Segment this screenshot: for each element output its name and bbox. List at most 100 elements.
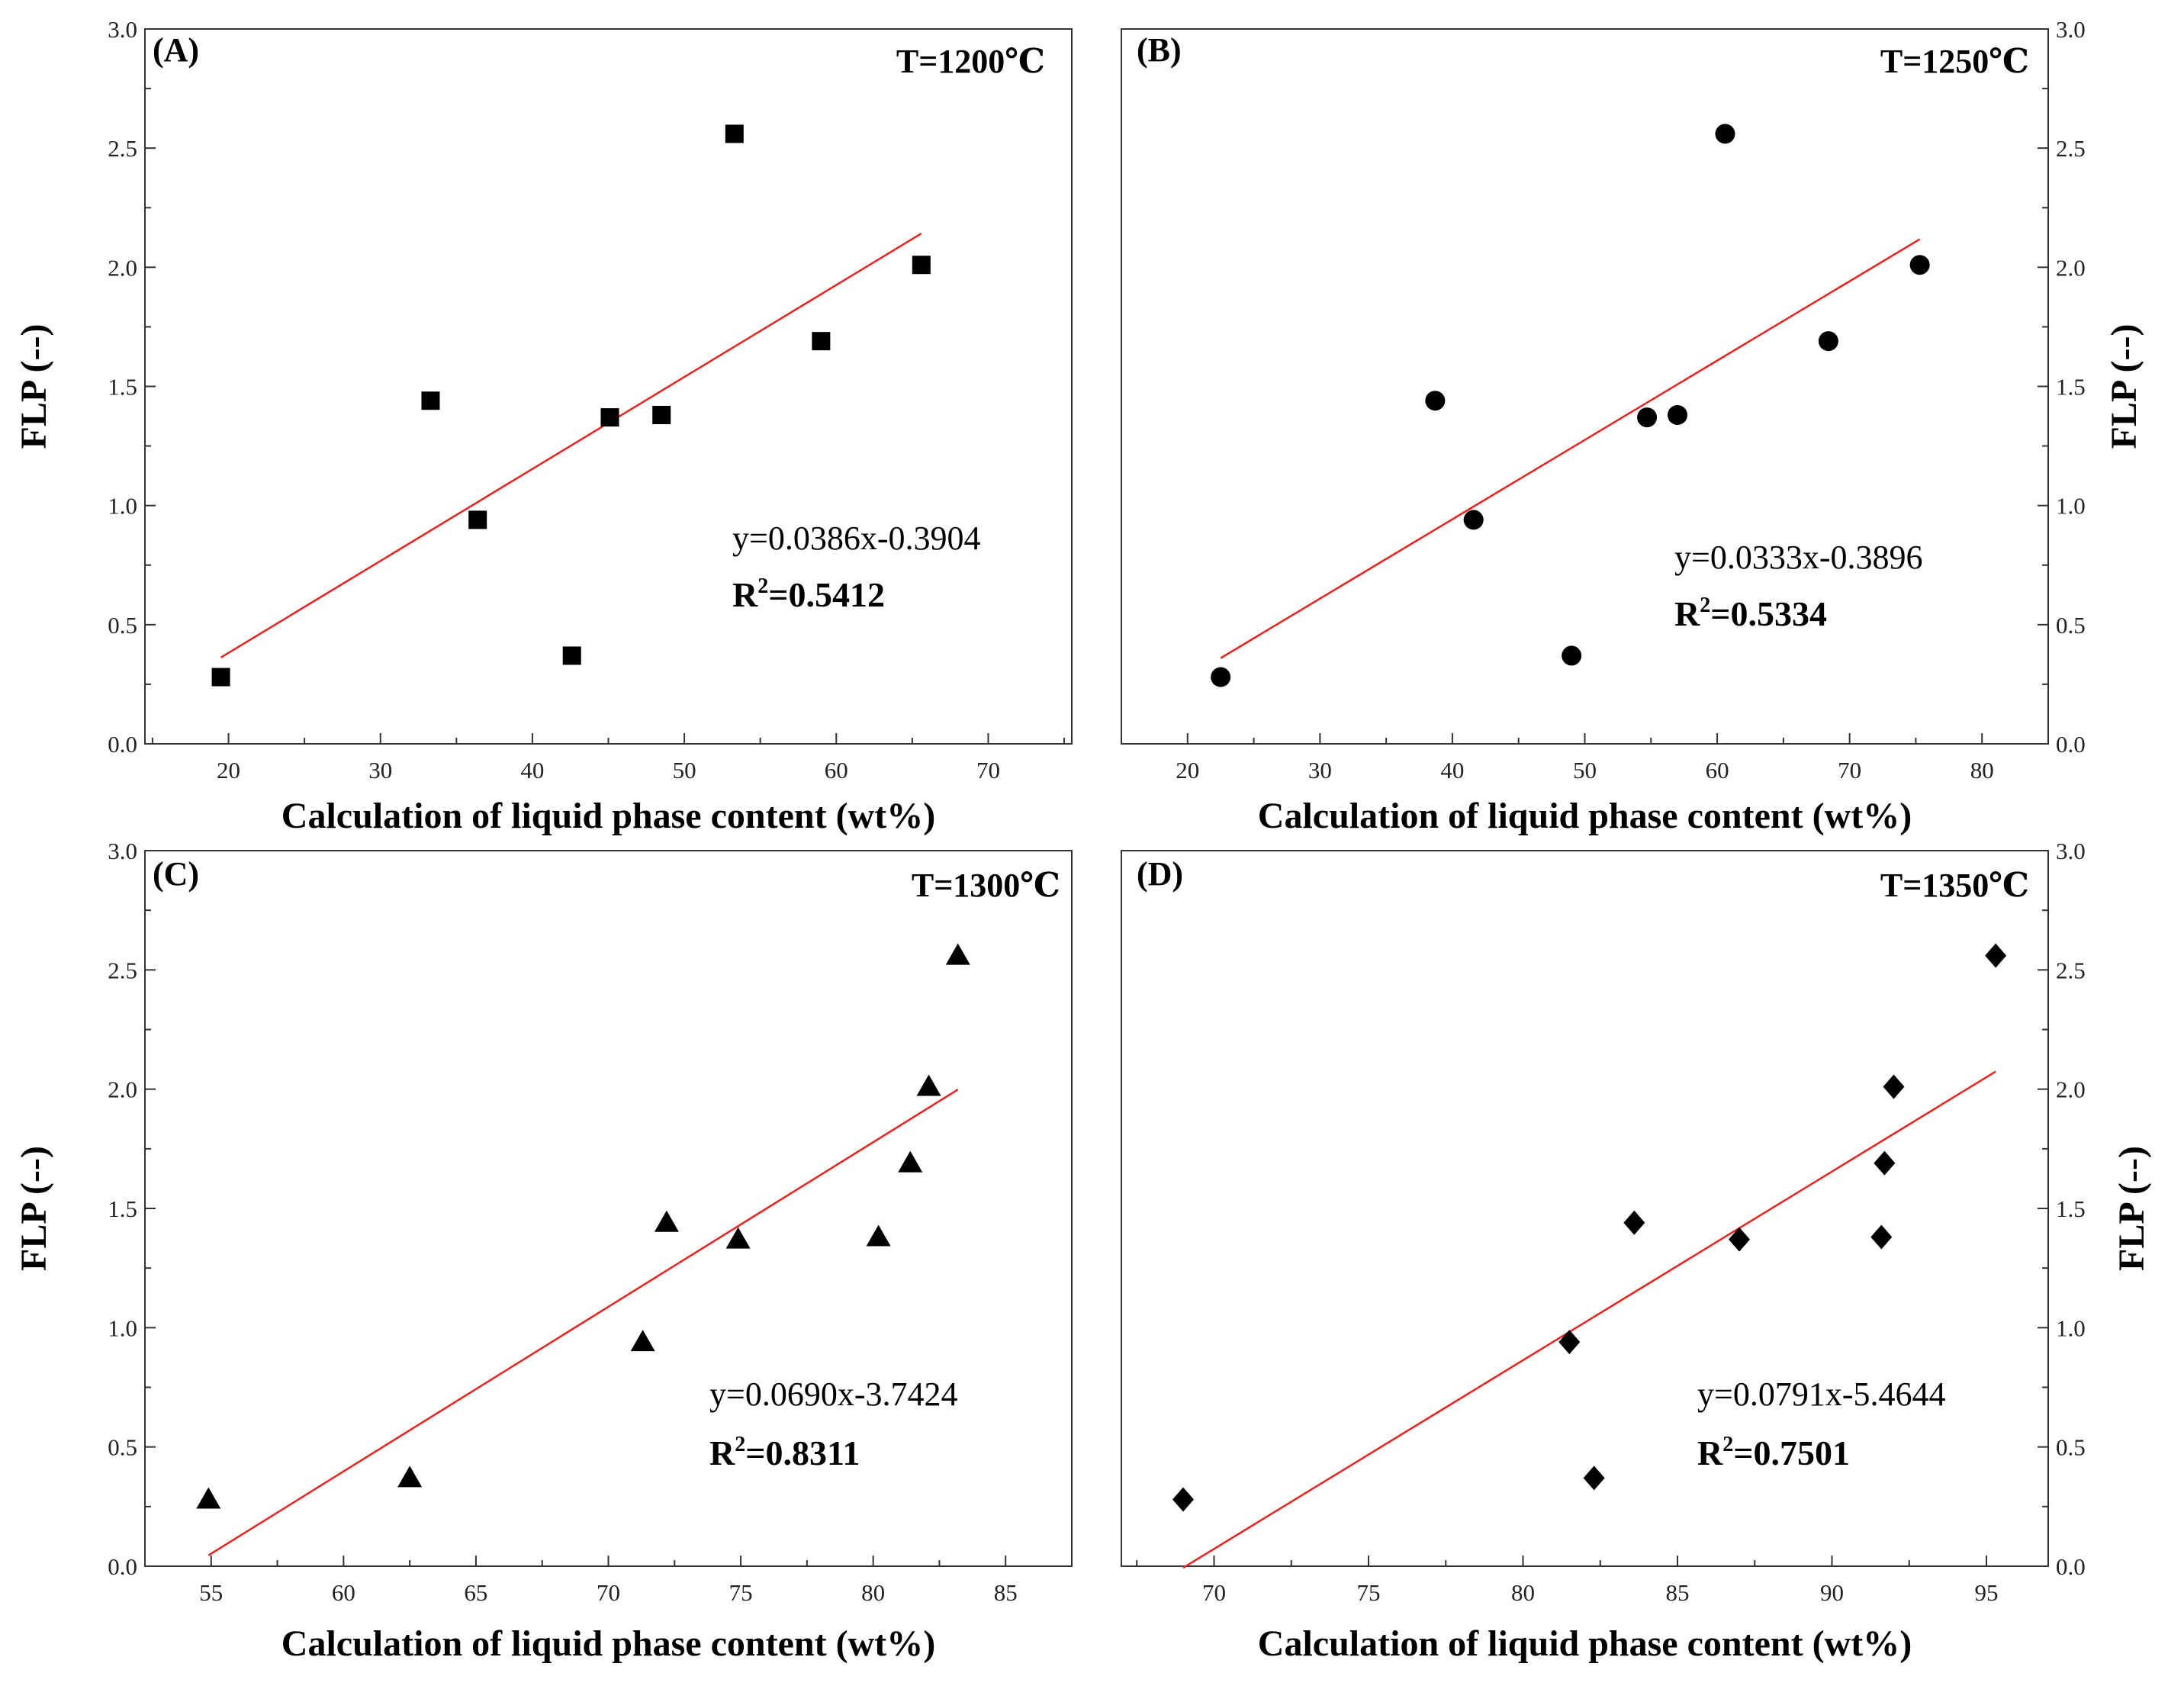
data-point	[1172, 1487, 1194, 1512]
y-tick-label: 1.5	[2056, 374, 2086, 401]
x-tick-label: 20	[1176, 757, 1199, 783]
data-point	[1668, 404, 1687, 425]
plot-frame	[1121, 850, 2049, 1567]
data-point	[211, 668, 230, 687]
y-axis-title: FLP (--)	[2104, 324, 2144, 449]
data-point	[912, 256, 931, 275]
x-tick-label: 80	[1511, 1579, 1535, 1606]
data-point	[1637, 407, 1658, 428]
x-tick-label: 75	[729, 1579, 753, 1606]
data-point	[421, 391, 440, 410]
x-tick-label: 40	[1440, 757, 1464, 783]
data-point	[654, 1210, 679, 1232]
r-squared: R2=0.5334	[1674, 594, 1827, 633]
y-tick-label: 1.0	[2056, 1314, 2086, 1341]
fit-equation: y=0.0333x-0.3896	[1674, 539, 1922, 576]
x-tick-label: 60	[825, 757, 848, 783]
x-tick-label: 60	[1706, 757, 1729, 783]
data-point	[1583, 1466, 1605, 1491]
data-point	[945, 943, 970, 965]
x-tick-label: 30	[368, 757, 392, 783]
y-tick-label: 0.5	[2056, 1434, 2086, 1461]
y-tick-label: 1.5	[108, 1195, 137, 1222]
y-tick-label: 2.0	[108, 1076, 137, 1103]
data-point	[1985, 943, 2007, 968]
x-axis-title: Calculation of liquid phase content (wt%…	[1258, 796, 1912, 836]
data-point	[652, 405, 671, 424]
data-point	[898, 1150, 923, 1173]
y-tick-label: 2.5	[108, 957, 137, 983]
data-point	[1883, 1074, 1905, 1099]
x-tick-label: 20	[217, 757, 240, 783]
data-point	[725, 1227, 751, 1249]
data-point	[1562, 645, 1582, 666]
data-point	[397, 1466, 423, 1488]
data-point	[1909, 255, 1930, 275]
data-point	[1870, 1224, 1893, 1250]
y-axis-title: FLP (--)	[14, 1146, 54, 1271]
r-squared: R2=0.7501	[1697, 1433, 1850, 1472]
data-point	[196, 1487, 221, 1509]
y-tick-label: 3.0	[108, 16, 137, 43]
y-tick-label: 3.0	[2056, 838, 2086, 864]
data-point	[866, 1224, 891, 1247]
data-point	[1623, 1210, 1645, 1235]
temperature-label: T=1200℃	[896, 43, 1045, 80]
y-tick-label: 0.0	[2056, 1553, 2086, 1580]
y-tick-label: 0.0	[2056, 731, 2086, 758]
chart-panel: 0.0 0.5 1.0 1.5 2.0 2.5 3.0 20 30 40 50 60 70 80 Calcu…	[1121, 16, 2144, 836]
data-point	[1211, 667, 1231, 687]
data-point	[916, 1074, 941, 1096]
r-squared: R2=0.5412	[732, 574, 885, 614]
fit-equation: y=0.0690x-3.7424	[709, 1376, 957, 1413]
x-tick-label: 70	[1838, 757, 1861, 783]
r-squared: R2=0.8311	[709, 1433, 860, 1472]
y-tick-label: 1.5	[2056, 1195, 2086, 1222]
temperature-label: T=1250℃	[1880, 43, 2029, 80]
y-tick-label: 0.5	[108, 612, 137, 639]
y-tick-label: 1.0	[108, 493, 137, 520]
y-tick-label: 3.0	[2056, 16, 2086, 43]
x-tick-label: 80	[1970, 757, 1994, 783]
fit-line	[1220, 238, 1921, 659]
temperature-label: T=1350℃	[1880, 867, 2029, 904]
x-axis-title: Calculation of liquid phase content (wt%…	[1258, 1623, 1912, 1664]
y-tick-label: 2.0	[2056, 1076, 2086, 1103]
y-tick-label: 1.0	[2056, 493, 2086, 520]
fit-equation: y=0.0791x-5.4644	[1697, 1376, 1945, 1413]
x-tick-label: 70	[597, 1579, 620, 1606]
y-axis-title: FLP (--)	[2112, 1146, 2152, 1271]
chart-panel: 0.0 0.5 1.0 1.5 2.0 2.5 3.0 55 60 65 70 75 80 85 Calcu…	[14, 838, 1073, 1664]
x-tick-label: 50	[673, 757, 696, 783]
x-tick-label: 75	[1357, 1579, 1381, 1606]
y-tick-label: 0.0	[108, 731, 137, 758]
x-tick-label: 95	[1975, 1579, 1999, 1606]
panel-label: (A)	[153, 31, 199, 69]
x-tick-label: 85	[994, 1579, 1018, 1606]
data-point	[812, 332, 831, 351]
x-tick-label: 70	[1202, 1579, 1226, 1606]
fit-line	[220, 232, 922, 658]
chart-panel: 0.0 0.5 1.0 1.5 2.0 2.5 3.0 70 75 80 85 90 95 Calcula…	[1121, 838, 2152, 1664]
data-point	[1558, 1330, 1581, 1355]
x-tick-label: 30	[1308, 757, 1332, 783]
fit-line	[207, 1089, 959, 1556]
data-point	[1463, 510, 1484, 530]
fit-line	[1182, 1070, 1996, 1569]
temperature-label: T=1300℃	[912, 867, 1060, 904]
x-tick-label: 40	[520, 757, 544, 783]
y-tick-label: 2.5	[2056, 957, 2086, 983]
y-tick-label: 2.0	[2056, 254, 2086, 281]
x-tick-label: 80	[861, 1579, 885, 1606]
y-tick-label: 1.5	[108, 374, 137, 401]
panel-label: (D)	[1137, 855, 1183, 893]
x-tick-label: 70	[976, 757, 1000, 783]
fit-equation: y=0.0386x-0.3904	[732, 520, 980, 557]
y-tick-label: 2.0	[108, 254, 137, 281]
plot-frame	[1121, 28, 2049, 745]
x-tick-label: 85	[1666, 1579, 1690, 1606]
data-point	[1715, 124, 1735, 144]
y-axis-title: FLP (--)	[14, 324, 54, 449]
x-axis-title: Calculation of liquid phase content (wt%…	[281, 796, 935, 836]
data-point	[1874, 1150, 1896, 1176]
